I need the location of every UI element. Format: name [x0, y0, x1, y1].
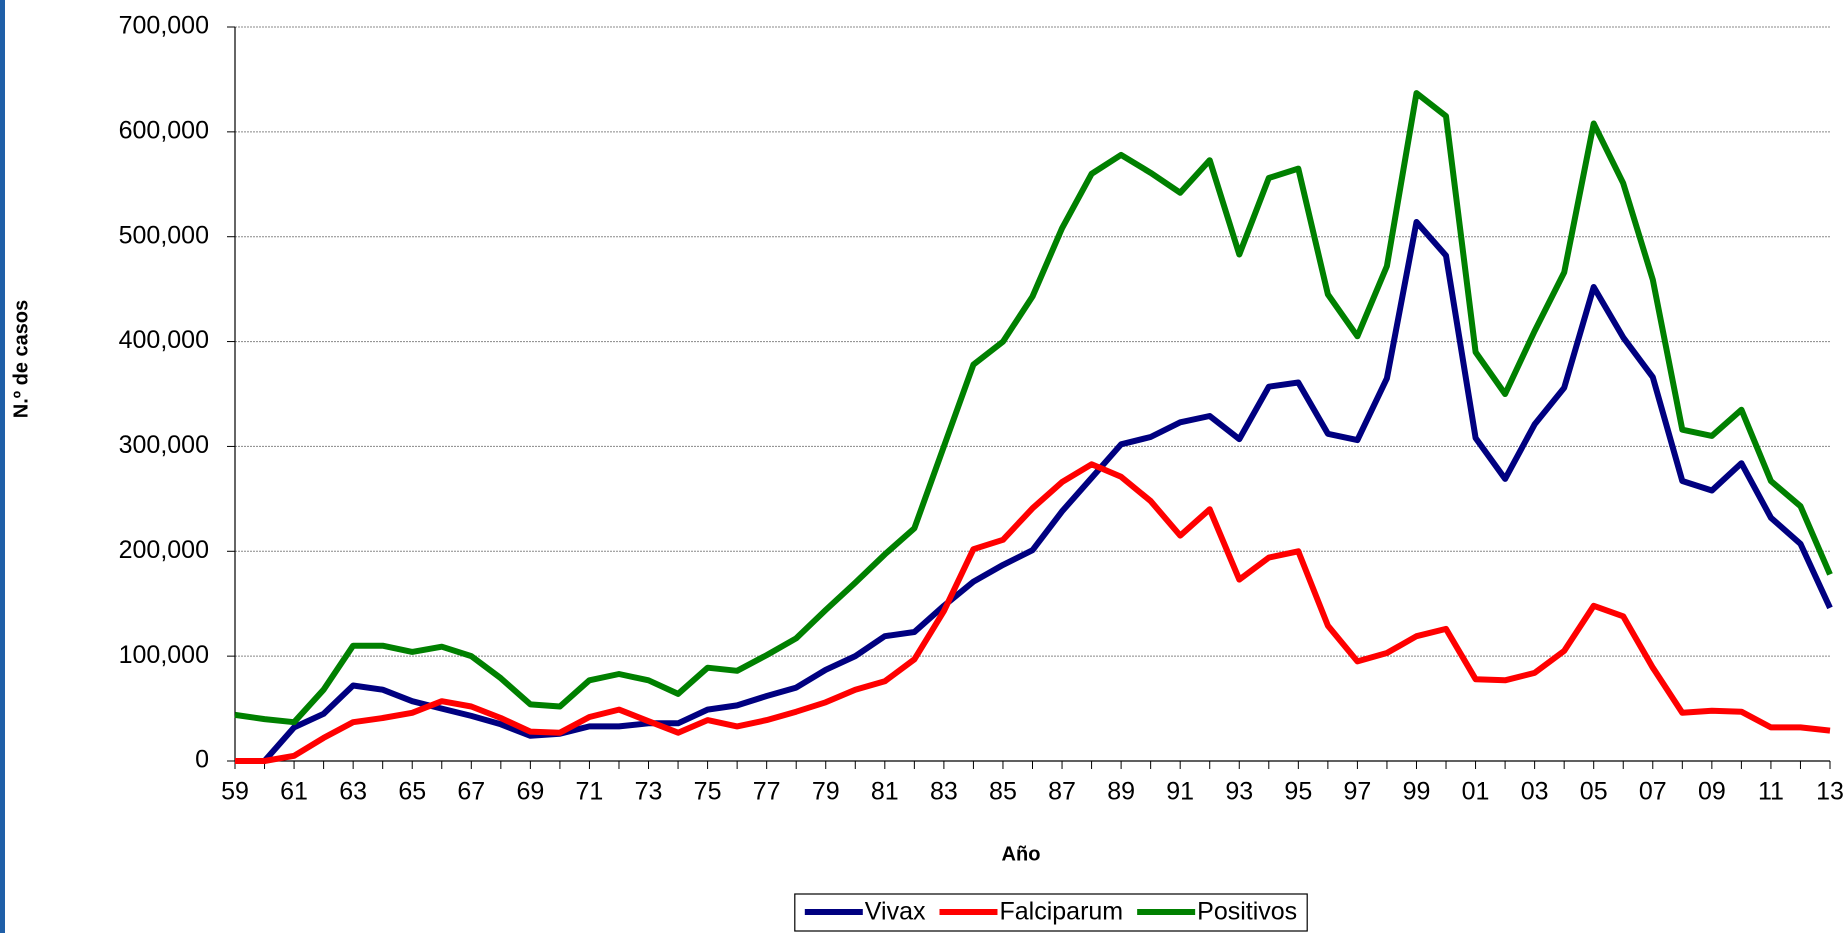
x-tick-label: 01	[1462, 778, 1490, 806]
y-tick-label: 600,000	[119, 116, 209, 144]
x-tick-label: 83	[930, 778, 958, 806]
x-tick-label: 69	[516, 778, 544, 806]
x-tick-label: 75	[694, 778, 722, 806]
side-bar	[0, 0, 5, 933]
legend: Vivax Falciparum Positivos	[794, 893, 1308, 932]
legend-label: Vivax	[865, 898, 926, 926]
x-tick-label: 91	[1166, 778, 1194, 806]
x-tick-label: 73	[635, 778, 663, 806]
x-tick-label: 71	[576, 778, 604, 806]
x-tick-label: 59	[221, 778, 249, 806]
x-tick-label: 93	[1225, 778, 1253, 806]
y-tick-label: 300,000	[119, 431, 209, 459]
x-tick-label: 99	[1403, 778, 1431, 806]
x-axis-label: Año	[1002, 843, 1041, 865]
x-tick-label: 89	[1107, 778, 1135, 806]
x-tick-label: 61	[280, 778, 308, 806]
x-tick-label: 97	[1344, 778, 1372, 806]
series-line	[234, 90, 1833, 726]
x-tick-label: 77	[753, 778, 781, 806]
x-tick-label: 03	[1521, 778, 1549, 806]
y-tick-label: 400,000	[119, 326, 209, 354]
legend-box	[794, 893, 1308, 932]
y-tick-label: 200,000	[119, 536, 209, 564]
x-tick-label: 79	[812, 778, 840, 806]
x-tick-label: 05	[1580, 778, 1608, 806]
x-tick-label: 81	[871, 778, 899, 806]
x-tick-label: 87	[1048, 778, 1076, 806]
y-tick-label: 100,000	[119, 641, 209, 669]
x-tick-label: 13	[1816, 778, 1844, 806]
x-tick-label: 67	[457, 778, 485, 806]
y-tick-label: 500,000	[119, 221, 209, 249]
series-line	[235, 461, 1831, 764]
legend-label: Falciparum	[999, 898, 1123, 926]
legend-label: Positivos	[1197, 898, 1297, 926]
x-tick-label: 65	[398, 778, 426, 806]
y-tick-label: 700,000	[119, 12, 209, 40]
x-tick-label: 07	[1639, 778, 1667, 806]
x-tick-label: 95	[1284, 778, 1312, 806]
y-axis-label: N.º de casos	[10, 300, 32, 418]
y-tick-label: 0	[195, 746, 209, 774]
x-tick-label: 09	[1698, 778, 1726, 806]
x-tick-label: 63	[339, 778, 367, 806]
series-line	[235, 219, 1833, 764]
x-tick-label: 11	[1758, 778, 1784, 806]
x-tick-label: 85	[989, 778, 1017, 806]
